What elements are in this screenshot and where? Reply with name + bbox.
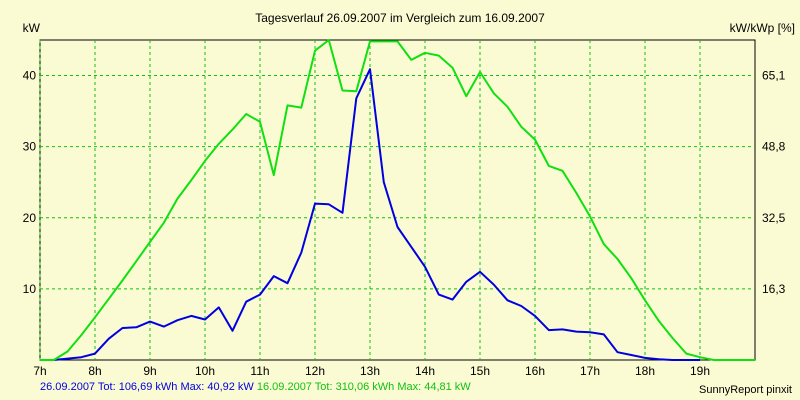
plot-area bbox=[39, 39, 756, 361]
x-tick-label: 7h bbox=[33, 364, 46, 378]
series-line-2 bbox=[40, 39, 755, 361]
y-tick-label-right: 48,8 bbox=[762, 140, 786, 154]
grid-lines bbox=[39, 40, 755, 360]
axis-ticks: 7h 8h 9h 10h 11h 12h 13h 14h 15h 16h 17h 18h 19h 10 20… bbox=[23, 69, 786, 378]
chart-title: Tagesverlauf 26.09.2007 im Vergleich zum… bbox=[255, 11, 545, 25]
y-tick-label-right: 16,3 bbox=[762, 282, 786, 296]
x-tick-label: 17h bbox=[580, 364, 600, 378]
x-tick-label: 10h bbox=[195, 364, 215, 378]
y-axis-label-left: kW bbox=[23, 21, 41, 35]
y-tick-label-left: 40 bbox=[23, 69, 37, 83]
series-lines bbox=[40, 39, 755, 361]
x-tick-label: 11h bbox=[250, 364, 269, 378]
y-tick-label-left: 20 bbox=[23, 211, 37, 225]
y-tick-label-right: 32,5 bbox=[762, 211, 786, 225]
footer-day2-summary: 16.09.2007 Tot: 310,06 kWh Max: 44,81 kW bbox=[256, 381, 471, 393]
x-tick-label: 9h bbox=[143, 364, 156, 378]
y-axis-label-right: kW/kWp [%] bbox=[730, 21, 795, 35]
footer-day1-summary: 26.09.2007 Tot: 106,69 kWh Max: 40,92 kW bbox=[40, 381, 254, 393]
brand-label: SunnyReport pinxit bbox=[699, 384, 792, 396]
footer-summary: 26.09.2007 Tot: 106,69 kWh Max: 40,92 kW… bbox=[40, 381, 471, 393]
y-tick-label-left: 10 bbox=[23, 282, 37, 296]
x-tick-label: 13h bbox=[360, 364, 380, 378]
y-tick-label-right: 65,1 bbox=[762, 69, 786, 83]
x-tick-label: 8h bbox=[88, 364, 101, 378]
series-line-1 bbox=[40, 68, 700, 361]
x-tick-label: 15h bbox=[470, 364, 490, 378]
x-tick-label: 12h bbox=[305, 364, 325, 378]
x-tick-label: 19h bbox=[690, 364, 710, 378]
y-tick-label-left: 30 bbox=[23, 140, 37, 154]
x-tick-label: 16h bbox=[525, 364, 545, 378]
x-tick-label: 18h bbox=[635, 364, 655, 378]
x-tick-label: 14h bbox=[415, 364, 435, 378]
